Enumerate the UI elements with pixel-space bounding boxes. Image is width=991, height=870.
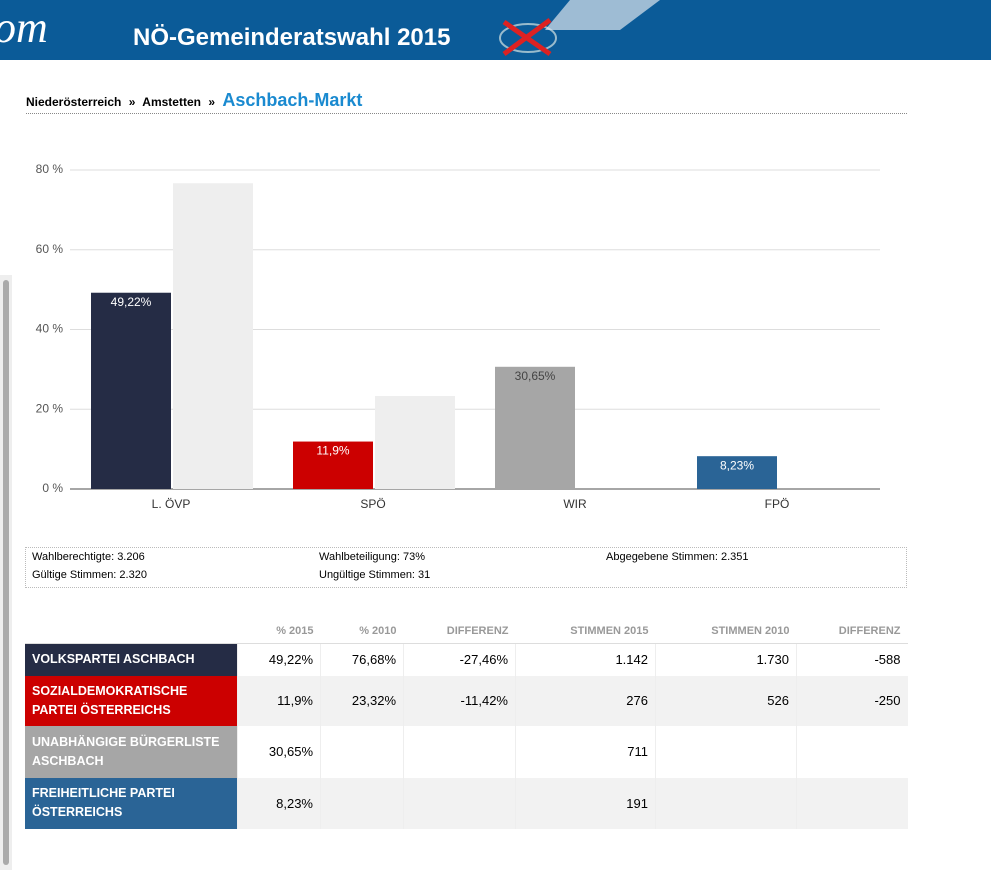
table-cell: [796, 777, 908, 829]
table-row: VOLKSPARTEI ASCHBACH 49,22% 76,68% -27,46% 1…: [25, 643, 908, 676]
table-cell: [320, 777, 404, 829]
x-tick-label: L. ÖVP: [152, 497, 191, 511]
data-label: 8,23%: [720, 458, 754, 472]
stat: Gültige Stimmen: 2.320: [32, 569, 147, 581]
table-cell: -27,46%: [403, 643, 516, 676]
results-table: % 2015% 2010 DIFFERENZ STIMMEN 2015 STIMMEN…: [25, 618, 908, 829]
table-cell: 276: [515, 675, 656, 726]
party-name[interactable]: SOZIALDEMOKRATISCHE PARTEI ÖSTERREICHS: [25, 675, 238, 726]
table-cell: [320, 725, 404, 778]
table-cell: -588: [796, 643, 908, 676]
x-tick-label: FPÖ: [765, 497, 790, 511]
stats-box: Wahlberechtigte: 3.206 Wahlbeteiligung: 7…: [25, 547, 907, 588]
table-row: FREIHEITLICHE PARTEI ÖSTERREICHS 8,23% 191: [25, 777, 908, 829]
table-cell: 11,9%: [237, 675, 321, 726]
table-cell: [655, 777, 797, 829]
logo[interactable]: om: [0, 3, 48, 52]
table-row: UNABHÄNGIGE BÜRGERLISTE ASCHBACH 30,65% 71…: [25, 725, 908, 778]
table-cell: 1.142: [515, 643, 656, 676]
header-cell: % 2010: [320, 618, 404, 644]
bar: [697, 456, 777, 489]
table-cell: 8,23%: [237, 777, 321, 829]
header-cell: % 2015: [237, 618, 321, 644]
table-cell: 49,22%: [237, 643, 321, 676]
table-cell: 1.730: [655, 643, 797, 676]
table-row: SOZIALDEMOKRATISCHE PARTEI ÖSTERREICHS 11…: [25, 675, 908, 726]
ballot-icon: [499, 0, 660, 57]
x-tick-label: WIR: [563, 497, 587, 511]
data-label: 30,65%: [515, 369, 556, 383]
header-cell: DIFFERENZ: [403, 618, 516, 644]
y-tick-label: 0 %: [42, 481, 63, 495]
crumb-link[interactable]: Amstetten: [142, 95, 201, 109]
header-row: % 2015% 2010 DIFFERENZ STIMMEN 2015 STIMMEN…: [25, 618, 908, 644]
bar: [173, 183, 253, 489]
header-cell: STIMMEN 2010: [655, 618, 797, 644]
scroll-thumb[interactable]: [3, 280, 9, 865]
data-label: 11,9%: [316, 444, 349, 458]
crumb-sep: »: [208, 95, 216, 109]
y-tick-label: 20 %: [36, 401, 64, 415]
party-name[interactable]: UNABHÄNGIGE BÜRGERLISTE ASCHBACH: [25, 725, 238, 778]
data-label: 49,22%: [111, 295, 152, 309]
table-cell: 711: [515, 725, 656, 778]
table-cell: 23,32%: [320, 675, 404, 726]
stat: Abgegebene Stimmen: 2.351: [606, 551, 749, 563]
x-tick-label: SPÖ: [360, 497, 385, 511]
header-cell: DIFFERENZ: [796, 618, 908, 644]
bar: [495, 366, 575, 489]
table-cell: [403, 777, 516, 829]
crumb-sep: »: [128, 95, 136, 109]
table-cell: 30,65%: [237, 725, 321, 778]
party-name[interactable]: FREIHEITLICHE PARTEI ÖSTERREICHS: [25, 777, 238, 829]
header: om NÖ-Gemeinderatswahl 2015: [0, 0, 991, 60]
stat: Ungültige Stimmen: 31: [319, 569, 431, 581]
table-cell: 191: [515, 777, 656, 829]
bar: [375, 396, 455, 489]
table-cell: -11,42%: [403, 675, 516, 726]
y-tick-label: 60 %: [36, 242, 64, 256]
table-cell: -250: [796, 675, 908, 726]
header-title: NÖ-Gemeinderatswahl 2015: [133, 24, 451, 51]
crumb-link[interactable]: Niederösterreich: [26, 95, 122, 109]
bar: [293, 441, 373, 489]
y-tick-label: 80 %: [36, 162, 64, 176]
header-cell: STIMMEN 2015: [515, 618, 656, 644]
crumb-current: Aschbach-Markt: [222, 90, 363, 110]
y-tick-label: 40 %: [36, 322, 64, 336]
table-cell: [403, 725, 516, 778]
table-cell: [655, 725, 797, 778]
table-cell: 76,68%: [320, 643, 404, 676]
breadcrumb: Niederösterreich » Amstetten » Aschbach-…: [26, 90, 907, 114]
table-cell: [796, 725, 908, 778]
stat: Wahlbeteiligung: 73%: [319, 551, 425, 563]
bar: [91, 292, 171, 489]
party-name[interactable]: VOLKSPARTEI ASCHBACH: [25, 643, 238, 676]
table-cell: 526: [655, 675, 797, 726]
scrollbar[interactable]: [0, 275, 12, 870]
stat: Wahlberechtigte: 3.206: [32, 551, 145, 563]
header-cell: [25, 618, 238, 644]
chart: 0 % 20 % 40 % 60 % 80 % L. ÖVP 49,22% SPÖ 11,9% W…: [36, 162, 880, 511]
